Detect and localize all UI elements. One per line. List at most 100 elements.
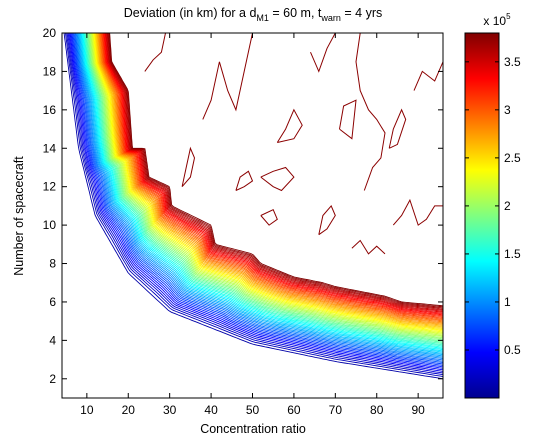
contour-level [68,33,443,372]
x-tick-label: 20 [122,403,136,417]
y-tick-label: 2 [49,372,56,386]
y-tick-label: 10 [43,218,57,232]
y-tick-label: 20 [43,26,57,40]
contour-level [103,33,443,316]
contour-level [73,33,443,364]
max-level-contour [181,146,196,188]
contour-level [92,33,443,333]
contour-level [69,33,443,371]
y-tick-label: 4 [49,333,56,347]
contour-level [76,33,443,360]
x-tick-label: 80 [370,403,384,417]
max-level-contour [355,33,386,191]
contour-level [74,33,443,362]
contour-level [109,33,443,307]
contour-level [92,33,443,334]
contour-level [84,33,443,347]
contour-level [85,33,443,345]
max-level-contour [351,239,386,255]
contour-level [88,33,443,340]
x-tick-label: 60 [287,403,301,417]
contour-level [97,33,443,326]
max-level-contour [318,204,336,236]
contour-level [101,33,443,318]
contour-level [65,33,443,377]
x-tick-label: 70 [329,403,343,417]
contour-level [89,33,443,337]
max-level-contour [276,108,303,143]
contour-level [108,33,443,308]
contour-level [77,33,443,357]
max-level-contour [413,61,443,91]
colorbar-tick-label: 2.5 [504,151,521,165]
contour-level [107,33,443,309]
x-axis-label: Concentration ratio [200,422,306,436]
y-tick-label: 6 [49,295,56,309]
y-tick-label: 18 [43,64,57,78]
max-level-contour [235,170,254,191]
contour-level [71,33,443,368]
y-tick-label: 16 [43,103,57,117]
contour-level [81,33,443,351]
contour-level [105,33,443,312]
contour-level [81,33,443,352]
contour-level [98,33,443,324]
colorbar [464,32,500,399]
max-level-contour [202,33,253,120]
x-axis: 10 20 30 40 50 60 70 80 90 [80,33,425,417]
max-level-contour [260,166,295,192]
chart-title: Deviation (in km) for a dM1 = 60 m, twar… [124,6,383,23]
colorbar-ticks: 0.5 1 1.5 2 2.5 3 3.5 [465,55,521,357]
contour-level [79,33,443,354]
contour-level [99,33,443,322]
contour-level [89,33,443,339]
x-tick-label: 40 [204,403,218,417]
contour-level [63,33,443,380]
contour-level [87,33,443,341]
contour-level [91,33,443,335]
contour-level [87,33,443,342]
contour-level [97,33,443,325]
contour-lines [63,33,443,380]
contour-level [83,33,443,348]
contour-level [104,33,443,314]
contour-level [78,33,443,356]
colorbar-tick-label: 1 [504,295,511,309]
colorbar-multiplier: x 105 [483,12,511,28]
y-tick-label: 12 [43,180,57,194]
y-tick-label: 14 [43,141,57,155]
contour-level [93,33,443,332]
y-axis: 2 4 6 8 10 12 14 16 18 20 [43,26,443,386]
x-tick-label: 30 [163,403,177,417]
contour-level [100,33,443,321]
contour-level [103,33,443,315]
y-axis-label: Number of spacecraft [12,156,26,276]
x-tick-label: 50 [246,403,260,417]
colorbar-tick-label: 1.5 [504,247,521,261]
max-level-contour [144,33,166,72]
max-level-contour [260,209,278,226]
max-level-contour [310,33,336,73]
contour-level [101,33,443,320]
contour-level [82,33,443,349]
contour-level [77,33,443,358]
x-tick-label: 10 [80,403,94,417]
y-tick-label: 8 [49,257,56,271]
max-level-contour [339,99,357,140]
contour-level [67,33,443,374]
contour-level [105,33,443,313]
contour-level [86,33,443,343]
max-level-contour [388,108,407,149]
max-level-contour [392,198,443,226]
contour-level [70,33,443,369]
contour-level [80,33,443,353]
contour-level [72,33,443,365]
x-tick-label: 90 [411,403,425,417]
contour-level [94,33,443,331]
contour-level [84,33,443,346]
colorbar-tick-label: 0.5 [504,343,521,357]
colorbar-tick-label: 2 [504,199,511,213]
contour-level [90,33,443,336]
colorbar-tick-label: 3 [504,103,511,117]
